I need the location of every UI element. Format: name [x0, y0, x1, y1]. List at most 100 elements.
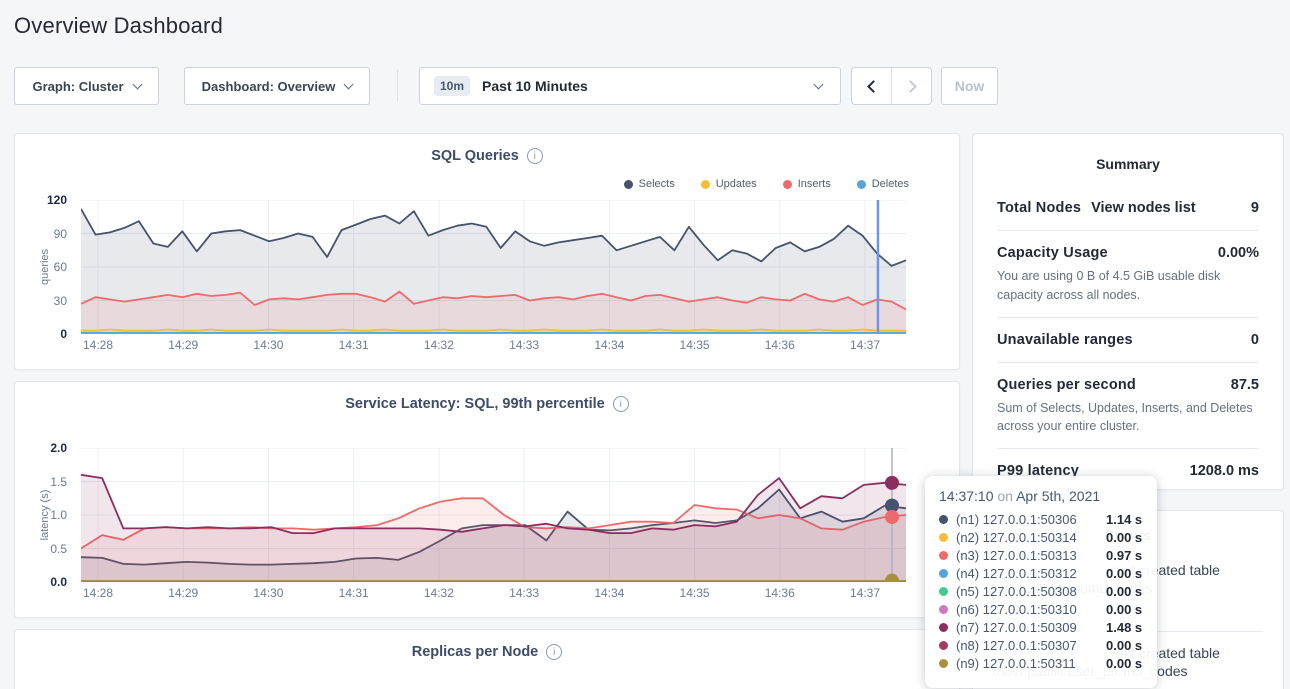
summary-row-qps: Queries per second 87.5 — [997, 376, 1259, 393]
time-next-button[interactable] — [891, 68, 931, 104]
node-latency-value: 0.97 s — [1106, 547, 1143, 563]
legend-item[interactable]: Inserts — [782, 178, 831, 190]
node-dot-icon — [939, 622, 948, 632]
summary-title: Summary — [1096, 156, 1160, 172]
x-axis: 14:28 14:29 14:30 14:31 14:32 14:33 14:34 14:35… — [81, 338, 906, 354]
y-tick-label: 1.0 — [50, 508, 67, 522]
legend-item[interactable]: Selects — [623, 178, 675, 190]
tooltip-node-row: (n1) 127.0.0.1:50306 1.14 s — [939, 510, 1143, 528]
time-range-dropdown[interactable]: 10m Past 10 Minutes — [419, 67, 841, 105]
service-latency-plot[interactable] — [81, 448, 906, 582]
node-address: (n7) 127.0.0.1:50309 — [956, 619, 1077, 635]
chevron-down-icon — [343, 79, 354, 89]
legend-dot-icon — [782, 179, 792, 189]
node-latency-value: 1.14 s — [1106, 511, 1143, 527]
chart-title: Service Latency: SQL, 99th percentile — [345, 396, 605, 412]
x-tick-label: 14:28 — [82, 338, 114, 352]
x-axis: 14:28 14:29 14:30 14:31 14:32 14:33 14:34 14:35… — [81, 586, 906, 602]
time-prev-button[interactable] — [852, 68, 891, 104]
x-tick-label: 14:29 — [168, 586, 199, 600]
time-range-badge: 10m — [434, 76, 471, 96]
x-tick-label: 14:35 — [679, 338, 710, 352]
info-icon[interactable]: i — [546, 644, 563, 660]
y-axis: 0 30 60 90 120 — [15, 193, 73, 341]
summary-row-p99-latency: P99 latency 1208.0 ms — [997, 463, 1259, 479]
x-tick-label: 14:33 — [509, 338, 540, 352]
legend-label: Inserts — [797, 178, 831, 190]
x-tick-label: 14:37 — [849, 338, 880, 352]
sql-queries-plot[interactable] — [81, 200, 906, 334]
x-tick-label: 14:31 — [338, 586, 369, 600]
summary-row-capacity: Capacity Usage 0.00% — [997, 245, 1259, 261]
info-icon[interactable]: i — [526, 148, 543, 164]
p99-latency-value: 1208.0 ms — [1189, 463, 1259, 479]
x-tick-label: 14:36 — [764, 586, 795, 600]
x-tick-label: 14:29 — [168, 338, 199, 352]
y-tick-label: 1.5 — [50, 474, 67, 489]
legend-dot-icon — [623, 179, 633, 189]
qps-value: 87.5 — [1230, 376, 1259, 393]
divider — [997, 448, 1259, 449]
node-address: (n9) 127.0.0.1:50311 — [956, 655, 1076, 671]
x-tick-label: 14:34 — [594, 338, 625, 352]
tooltip-timestamp: 14:37:10 on Apr 5th, 2021 — [939, 488, 1101, 504]
x-tick-label: 14:37 — [849, 586, 880, 600]
chart-title: SQL Queries — [431, 148, 519, 164]
x-tick-label: 14:30 — [253, 586, 284, 600]
legend-item[interactable]: Deletes — [856, 178, 909, 190]
node-latency-value: 0.00 s — [1106, 565, 1143, 581]
x-tick-label: 14:33 — [509, 586, 540, 600]
replicas-per-node-chart-card: Replicas per Node i — [14, 629, 960, 689]
now-button[interactable]: Now — [941, 67, 998, 105]
x-tick-label: 14:35 — [679, 586, 710, 600]
legend-item[interactable]: Updates — [700, 178, 757, 190]
node-address: (n1) 127.0.0.1:50306 — [956, 511, 1077, 527]
y-axis: 0.0 0.5 1.0 1.5 2.0 — [15, 441, 73, 589]
y-tick-label: 0 — [60, 327, 67, 341]
x-tick-label: 14:32 — [423, 338, 454, 352]
node-latency-value: 1.48 s — [1106, 619, 1143, 635]
summary-row-total-nodes: Total Nodes View nodes list 9 — [997, 200, 1259, 216]
view-nodes-list-link[interactable]: View nodes list — [1091, 200, 1196, 216]
info-icon[interactable]: i — [612, 396, 629, 412]
x-tick-label: 14:34 — [594, 586, 625, 600]
tooltip-node-row: (n6) 127.0.0.1:50310 0.00 s — [939, 600, 1143, 618]
dashboard-dropdown-label: Dashboard: Overview — [201, 78, 336, 94]
y-tick-label: 0.0 — [50, 575, 67, 589]
tooltip-node-row: (n8) 127.0.0.1:50307 0.00 s — [939, 636, 1143, 654]
chevron-right-icon — [903, 79, 917, 93]
capacity-usage-value: 0.00% — [1217, 245, 1259, 261]
node-dot-icon — [939, 532, 948, 542]
service-latency-chart-card: Service Latency: SQL, 99th percentile i … — [14, 381, 960, 618]
y-tick-label: 30 — [53, 293, 67, 308]
qps-desc: Sum of Selects, Updates, Inserts, and De… — [997, 400, 1253, 434]
page-title: Overview Dashboard — [14, 13, 224, 38]
tooltip-rows: (n1) 127.0.0.1:50306 1.14 s (n2) 127.0.0.1… — [939, 510, 1143, 672]
graph-dropdown[interactable]: Graph: Cluster — [14, 67, 159, 105]
node-dot-icon — [939, 640, 948, 650]
x-tick-label: 14:30 — [253, 338, 284, 352]
y-tick-label: 90 — [53, 226, 67, 241]
divider — [997, 361, 1259, 363]
node-address: (n3) 127.0.0.1:50313 — [956, 547, 1077, 563]
legend-dot-icon — [856, 179, 866, 189]
y-tick-label: 120 — [46, 193, 67, 207]
tooltip-node-row: (n9) 127.0.0.1:50311 0.00 s — [939, 654, 1143, 672]
dashboard-dropdown[interactable]: Dashboard: Overview — [184, 67, 370, 105]
x-tick-label: 14:28 — [82, 586, 114, 600]
divider — [997, 316, 1259, 318]
node-address: (n5) 127.0.0.1:50308 — [956, 583, 1077, 599]
node-address: (n8) 127.0.0.1:50307 — [956, 637, 1077, 653]
capacity-usage-desc: You are using 0 B of 4.5 GiB usable disk… — [997, 269, 1221, 302]
summary-row-unavailable-ranges: Unavailable ranges 0 — [997, 331, 1259, 348]
divider — [997, 230, 1259, 231]
node-latency-value: 0.00 s — [1106, 655, 1143, 671]
legend-label: Updates — [715, 178, 757, 190]
tooltip-node-row: (n4) 127.0.0.1:50312 0.00 s — [939, 564, 1143, 582]
x-tick-label: 14:32 — [423, 586, 454, 600]
node-latency-value: 0.00 s — [1106, 637, 1143, 653]
legend-label: Selects — [638, 178, 675, 190]
chart-hover-tooltip: 14:37:10 on Apr 5th, 2021 (n1) 127.0.0.1… — [925, 476, 1157, 688]
tooltip-node-row: (n5) 127.0.0.1:50308 0.00 s — [939, 582, 1143, 600]
